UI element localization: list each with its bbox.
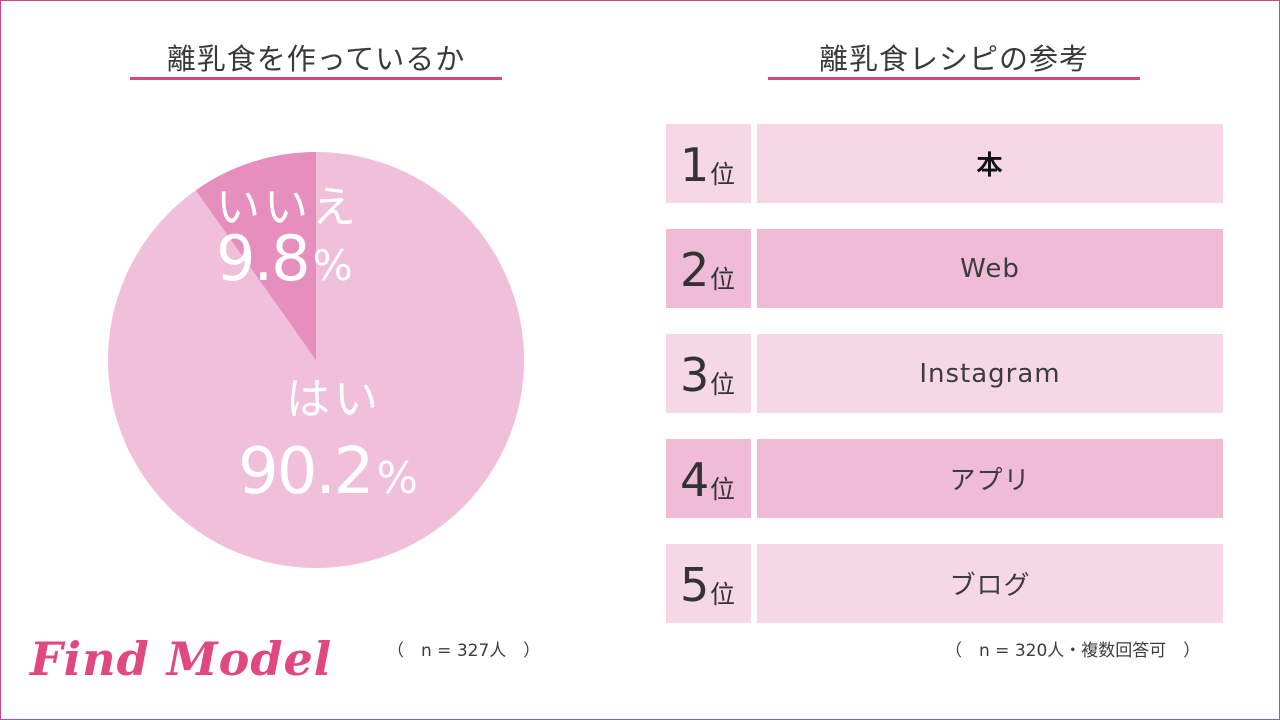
rank-4-number: 4: [680, 453, 710, 507]
rank-3-box: 3 位: [666, 334, 751, 413]
pie-sample-size-note: （ n = 327人 ）: [387, 641, 541, 661]
rank-5-box: 5 位: [666, 544, 751, 623]
pie-title-underline: [130, 77, 502, 80]
rank-1-number: 1: [680, 138, 710, 192]
pie-slice-no: [195, 152, 316, 360]
pie-value-no-unit: %: [312, 241, 353, 290]
pie-value-yes-unit: %: [376, 454, 418, 504]
rank-1-item: 本: [757, 124, 1223, 203]
rank-5-item: ブログ: [757, 544, 1223, 623]
rank-5-number: 5: [680, 558, 710, 612]
rank-2-suffix: 位: [710, 265, 736, 294]
rank-3-number: 3: [680, 348, 710, 402]
pie-value-no: 9.8%: [216, 228, 353, 290]
ranking-title: 離乳食レシピの参考: [818, 42, 1089, 76]
pie-chart-title: 離乳食を作っているか: [166, 42, 466, 76]
pie-value-yes: 90.2%: [238, 440, 418, 504]
find-model-logo: Find Model: [30, 632, 333, 686]
rank-2-box: 2 位: [666, 229, 751, 308]
pie-chart: [108, 152, 524, 568]
pie-label-yes: はい: [286, 374, 382, 425]
rank-2-item: Web: [757, 229, 1223, 308]
ranking-sample-size-note: （ n = 320人・複数回答可 ）: [945, 641, 1201, 661]
pie-label-no: いいえ: [216, 182, 360, 233]
pie-value-yes-number: 90.2: [238, 435, 374, 509]
rank-3-suffix: 位: [710, 370, 736, 399]
rank-2-number: 2: [680, 243, 710, 297]
rank-1-suffix: 位: [710, 160, 736, 189]
pie-value-no-number: 9.8: [216, 222, 311, 295]
rank-4-box: 4 位: [666, 439, 751, 518]
rank-5-suffix: 位: [710, 580, 736, 609]
rank-1-box: 1 位: [666, 124, 751, 203]
rank-3-item: Instagram: [757, 334, 1223, 413]
ranking-title-underline: [768, 77, 1140, 80]
rank-4-item: アプリ: [757, 439, 1223, 518]
rank-4-suffix: 位: [710, 475, 736, 504]
